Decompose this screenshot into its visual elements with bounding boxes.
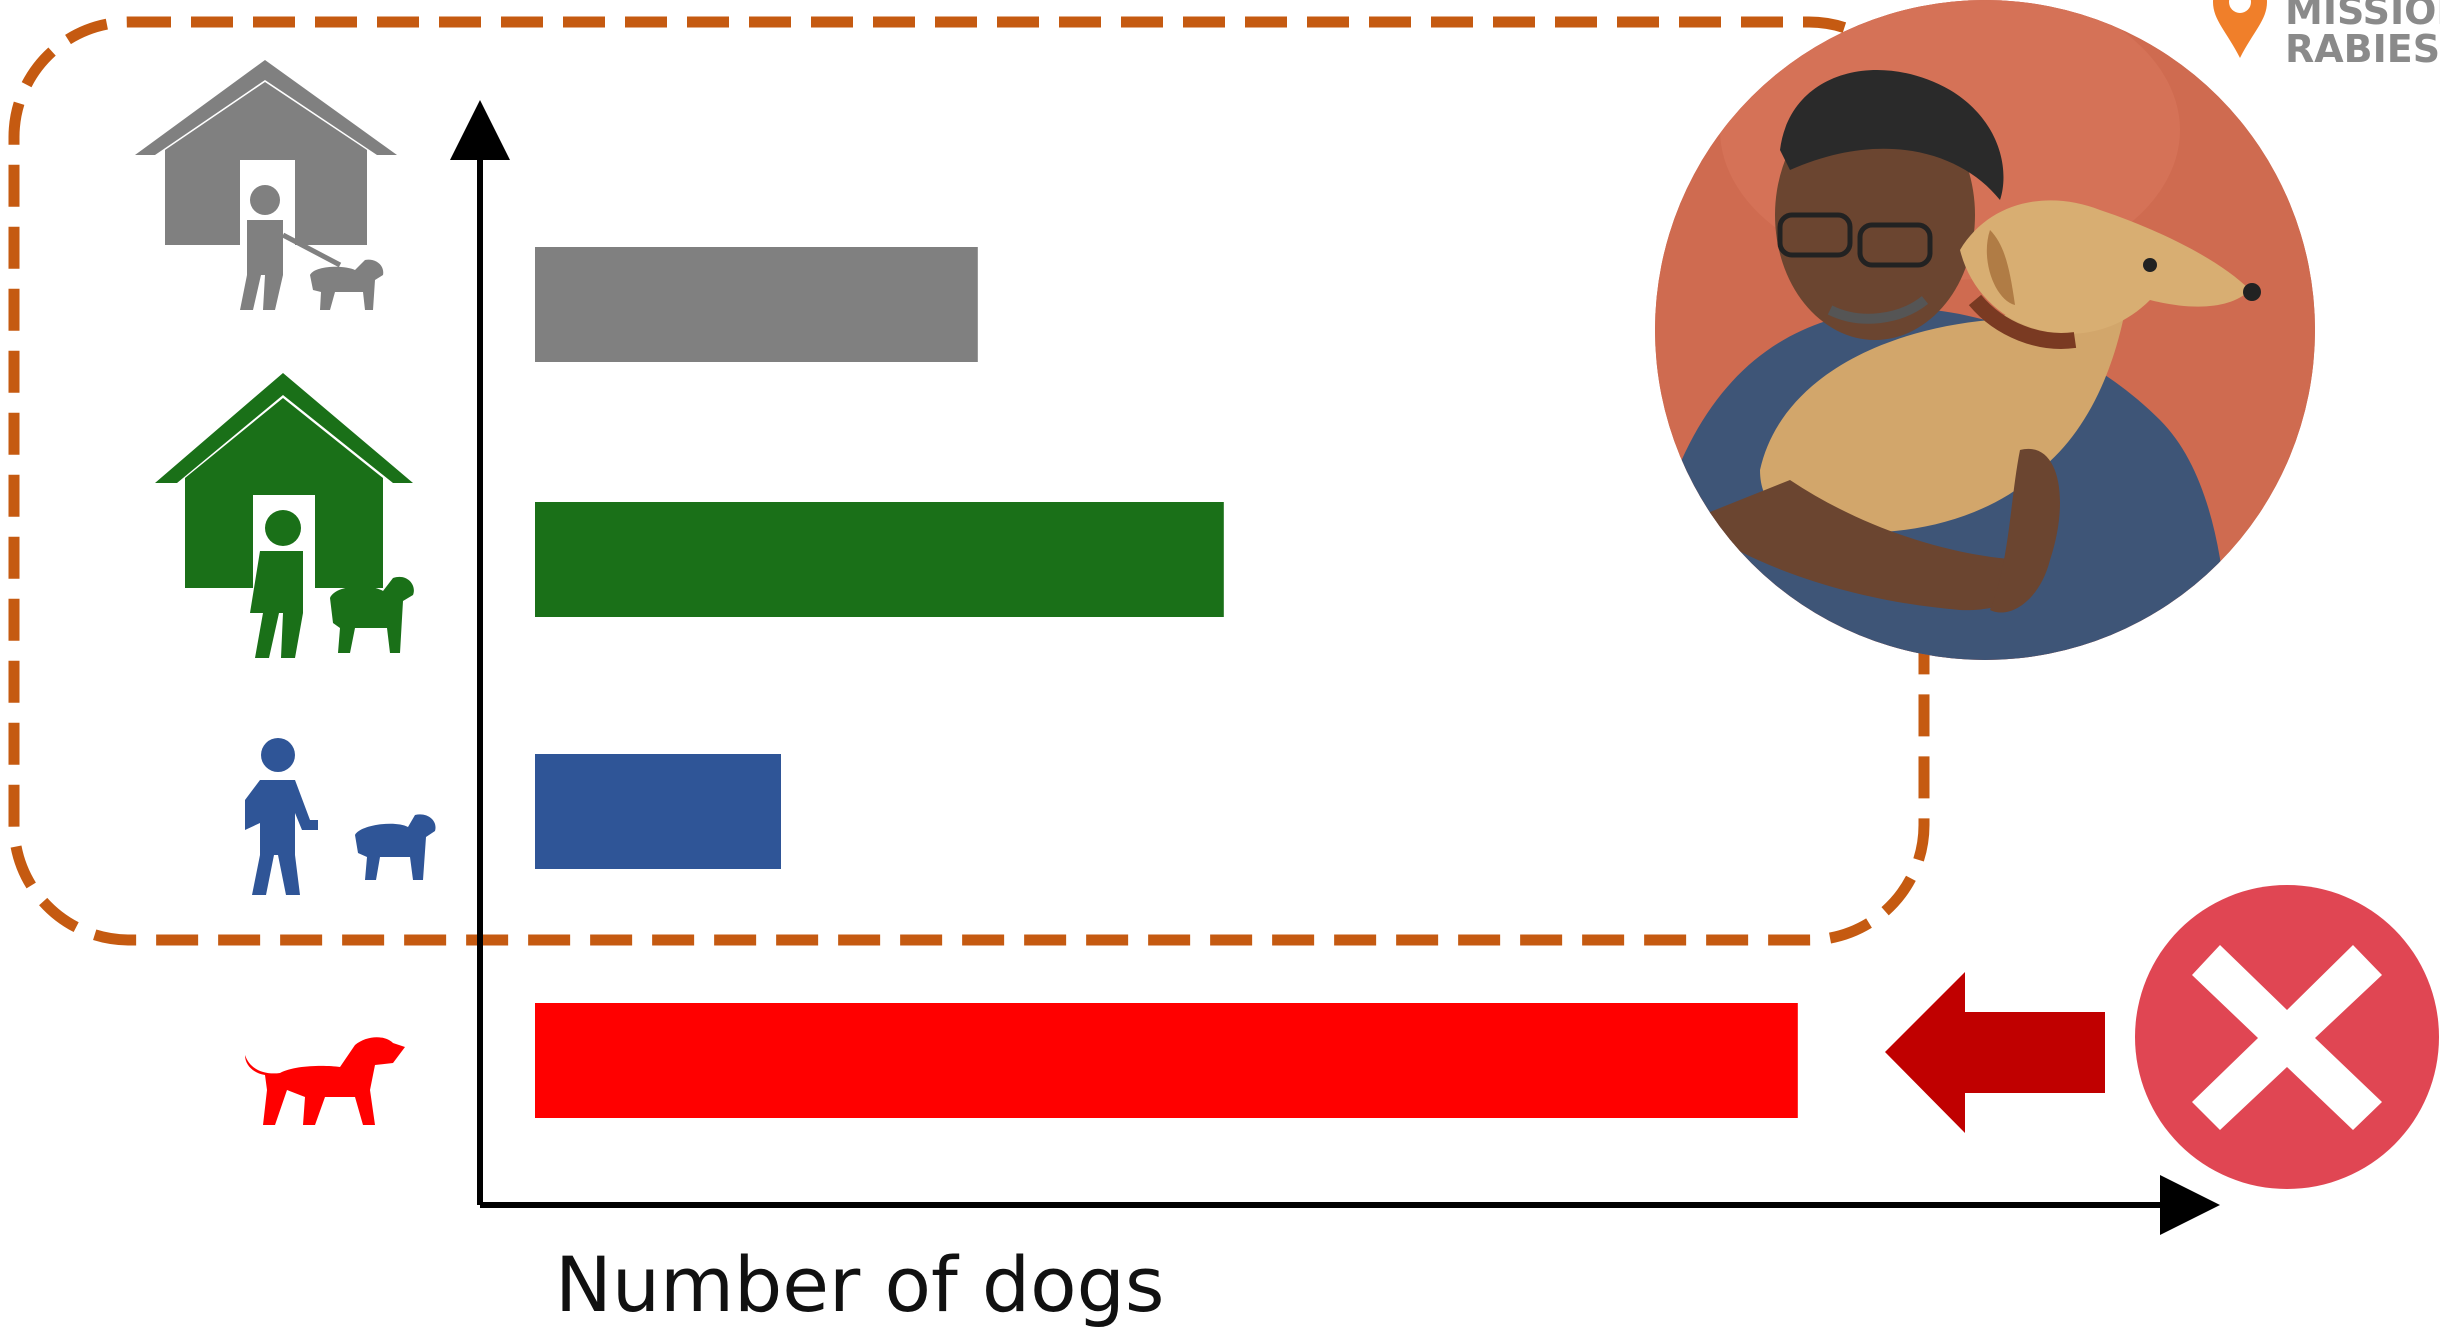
owned-dog-with-home-icon bbox=[135, 60, 397, 310]
brand-line-1: MISSION bbox=[2285, 0, 2440, 33]
bar-3 bbox=[535, 1003, 1798, 1118]
arrow-icon bbox=[1885, 972, 2105, 1133]
person-walking-dog-icon bbox=[245, 738, 436, 895]
stray-dog-icon bbox=[245, 1037, 405, 1125]
x-mark-icon bbox=[2135, 885, 2439, 1189]
man-hugging-dog-photo bbox=[1655, 0, 2315, 660]
bar-0 bbox=[535, 247, 978, 362]
bar-1 bbox=[535, 502, 1224, 617]
x-axis-label: Number of dogs bbox=[555, 1240, 1165, 1329]
bar-2 bbox=[535, 754, 781, 869]
map-pin-icon bbox=[2213, 0, 2267, 58]
mission-rabies-logo: MISSION RABIES bbox=[2213, 0, 2440, 71]
brand-line-2: RABIES bbox=[2285, 27, 2440, 71]
owned-dog-with-home-icon bbox=[155, 373, 414, 658]
